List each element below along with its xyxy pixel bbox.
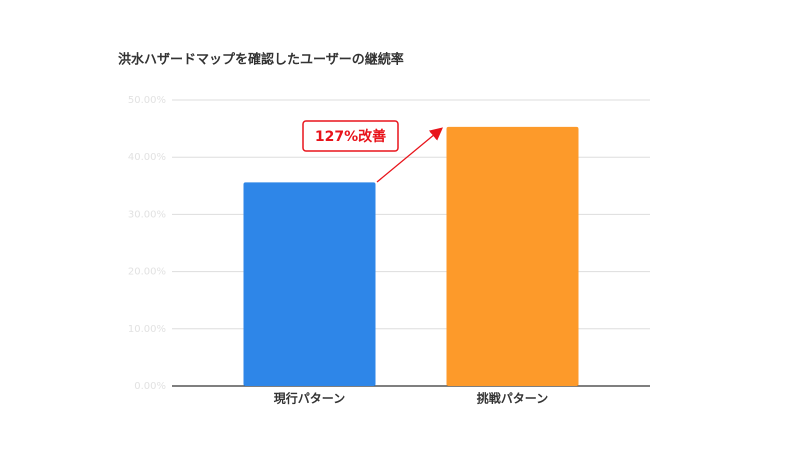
bar [243, 182, 376, 386]
y-tick-label: 50.00% [128, 95, 166, 106]
y-tick-label: 40.00% [128, 152, 166, 163]
y-tick-label: 20.00% [128, 267, 166, 278]
x-tick-label: 現行パターン [274, 391, 345, 406]
annotation-box [302, 120, 399, 152]
y-tick-label: 30.00% [128, 209, 166, 220]
y-tick-label: 10.00% [128, 324, 166, 335]
bar [446, 126, 579, 386]
x-tick-label: 挑戦パターン [477, 391, 548, 406]
annotation: 127%改善 [315, 128, 386, 145]
y-tick-label: 0.00% [134, 381, 166, 392]
annotation-arrow [376, 127, 444, 183]
chart-title: 洪水ハザードマップを確認したユーザーの継続率 [118, 52, 404, 68]
